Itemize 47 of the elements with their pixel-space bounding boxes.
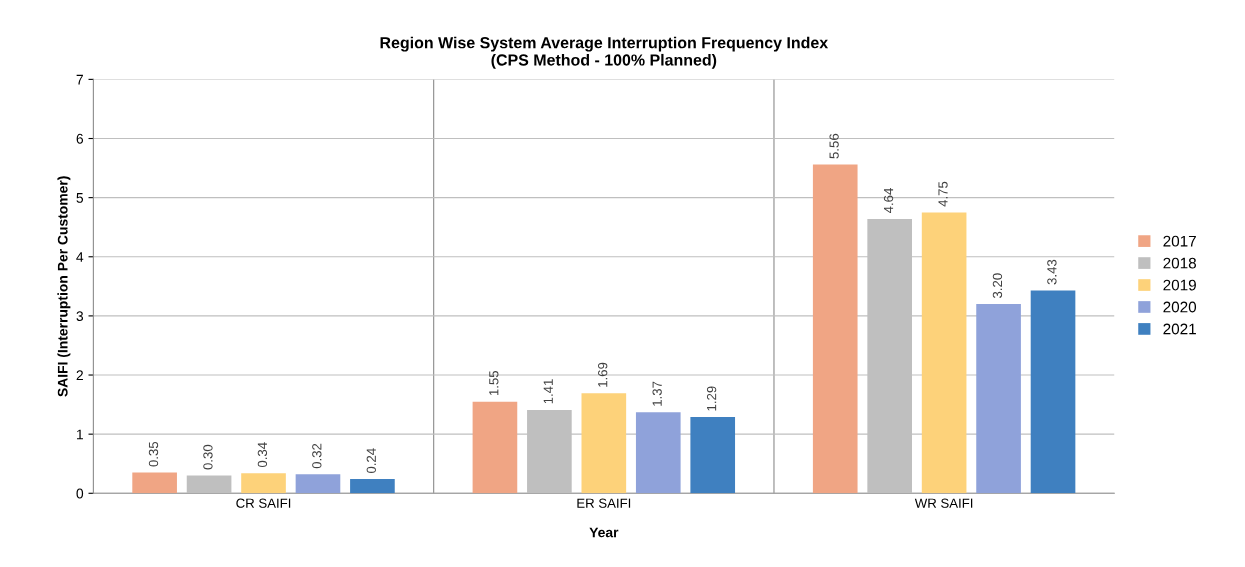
y-tick-label: 0 [76,488,84,499]
x-tick-label: CR SAIFI [236,498,291,508]
bar [812,164,858,494]
text: 0.32 [312,443,322,469]
text: 0.35 [148,441,159,467]
x-axis-title: Year [589,527,619,538]
legend-label: 2017 [1163,235,1196,247]
x-tick-label: WR SAIFI [914,498,973,508]
bar [921,212,967,494]
text: 1.69 [598,362,608,387]
bar [581,393,627,494]
bar [295,474,341,494]
text: 5.56 [829,133,839,159]
bar [690,417,736,494]
y-tick-label: 5 [76,193,84,203]
y-tick-label: 7 [76,74,83,85]
text: 3.43 [1047,259,1057,285]
text: 1.55 [489,370,499,396]
text: 0.34 [257,442,268,468]
text: 0.30 [203,444,213,470]
text: 3.20 [992,273,1003,299]
text: 1.29 [706,386,717,411]
bar [241,473,286,494]
y-tick-label: 2 [76,370,83,381]
y-axis-title: SAIFI (Interruption Per Customer) [57,176,71,397]
chart-title: Region Wise System Average Interruption Frequency Index (CPS Method - 100% Planned) [380,36,829,69]
bar [132,472,177,494]
text: 4.64 [883,188,894,214]
text: 4.75 [938,181,948,207]
bar [186,475,232,494]
y-tick-label: 4 [76,252,84,262]
y-tick-label: 3 [76,311,84,322]
legend-label: 2018 [1163,257,1196,269]
text: 1.37 [652,381,662,406]
text: 0.24 [366,448,376,474]
bar [350,479,395,494]
bar [976,304,1021,494]
bar [1030,290,1076,494]
text: 1.41 [543,379,553,404]
y-tick-label: 1 [76,429,83,440]
legend-label: 2020 [1163,301,1197,313]
bar [635,412,681,494]
legend-label: 2019 [1163,279,1196,291]
legend-label: 2021 [1163,323,1196,335]
y-tick-label: 6 [76,133,84,144]
x-tick-label: ER SAIFI [577,498,631,508]
bar [472,401,518,494]
